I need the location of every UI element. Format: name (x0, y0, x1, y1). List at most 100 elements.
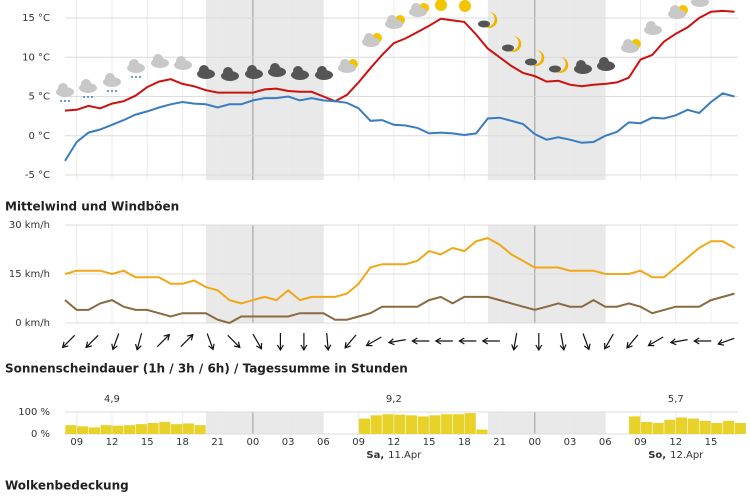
sunshine-bar (382, 414, 394, 434)
x-tick-label: 03 (564, 437, 577, 448)
arrow-shaft (206, 333, 214, 349)
arrow-head (387, 338, 395, 346)
icon-cloud (317, 66, 327, 76)
sunshine-bar (112, 425, 124, 434)
series-line (64, 292, 735, 325)
icon-sun (435, 0, 447, 11)
x-tick-label: 12 (669, 437, 682, 448)
sunshine-bar (405, 415, 418, 434)
section-title: Mittelwind und Windböen (5, 200, 179, 214)
sunshine-bar (676, 417, 688, 434)
wind-arrow (458, 337, 477, 345)
arrow-head (276, 344, 284, 352)
arrow-shaft (326, 332, 329, 350)
wind-arrow (481, 337, 500, 345)
section-title: Wolkenbedeckung (5, 479, 129, 493)
section-title: Sonnenscheindauer (1h / 3h / 6h) / Tages… (5, 362, 408, 376)
sunshine-bar (77, 426, 89, 434)
icon-moon (508, 36, 522, 52)
night-band (205, 412, 324, 434)
x-tick-label: 12 (387, 437, 400, 448)
icon-rain (107, 90, 117, 92)
arrow-shaft (112, 333, 120, 349)
arrow-shaft (156, 334, 170, 348)
sunshine-bar (664, 419, 676, 434)
sunshine-bar (100, 425, 112, 434)
icon-moon (484, 12, 498, 28)
arrow-shaft (367, 336, 382, 346)
arrow-head (208, 343, 215, 351)
arrow-head (134, 343, 142, 351)
arrow-shaft (62, 334, 76, 348)
sunshine-bar (370, 415, 382, 434)
arrow-shaft (252, 333, 262, 349)
sunshine-bar (358, 418, 371, 434)
sunshine-bar (182, 423, 194, 434)
arrow-head (256, 342, 263, 350)
day-date: 12.Apr (670, 450, 704, 461)
x-tick-label: 00 (528, 437, 541, 448)
sunshine-bar (441, 414, 453, 434)
icon-cloud (646, 21, 656, 31)
y-tick-label: 0 % (31, 429, 50, 440)
day-name: So, (648, 450, 666, 461)
series-line (64, 92, 735, 162)
icon-cloud (599, 57, 609, 67)
x-tick-label: 09 (352, 437, 365, 448)
x-tick-label: 21 (211, 437, 224, 448)
wind-arrow (669, 338, 688, 346)
sunshine-bar (452, 414, 465, 434)
wind-arrow (535, 333, 543, 352)
arrow-shaft (389, 339, 406, 343)
arrow-head (111, 343, 118, 351)
x-tick-label: 09 (70, 437, 83, 448)
sunshine-bar (687, 418, 699, 434)
icon-cloud (693, 0, 703, 3)
wind-arrow (227, 334, 241, 349)
icon-cloud (293, 66, 303, 76)
icon-cloud (340, 59, 350, 69)
icon-cloud (670, 5, 680, 15)
arrow-head (604, 342, 611, 350)
sunshine-bar (464, 413, 476, 434)
icon-cloud (411, 3, 421, 13)
icon-moon (531, 50, 545, 66)
arrow-shaft (136, 333, 143, 349)
wind-arrow (111, 333, 120, 351)
y-tick-label: 0 °C (28, 131, 50, 142)
day-label: Sa, 11.Apr (366, 450, 422, 461)
day-total: 4,9 (104, 394, 120, 405)
wind-arrow (604, 333, 614, 350)
icon-cloud (58, 83, 68, 93)
y-tick-label: 5 °C (28, 92, 50, 103)
arrow-shaft (582, 333, 590, 349)
sunshine-bar (711, 423, 723, 434)
arrow-shaft (560, 333, 565, 349)
icon-cloud (576, 60, 586, 70)
arrow-head (365, 340, 373, 347)
y-tick-label: 10 °C (22, 52, 50, 63)
sunshine-bar (65, 425, 77, 434)
series-line (64, 9, 735, 112)
wind-arrow (85, 334, 99, 349)
arrow-head (535, 344, 543, 352)
icon-cloud (153, 54, 163, 64)
arrow-head (559, 344, 567, 352)
wind-arrow (647, 336, 664, 347)
sunshine-bar (640, 421, 652, 434)
wind-arrow (300, 333, 308, 352)
wind-arrow (511, 333, 519, 352)
wind-arrow (365, 336, 382, 347)
arrow-shaft (627, 334, 639, 348)
arrow-head (693, 337, 700, 345)
arrow-head (187, 333, 194, 341)
x-tick-label: 06 (317, 437, 330, 448)
arrow-head (458, 337, 465, 345)
sunshine-bar (135, 424, 147, 434)
sunshine-bar (194, 425, 206, 434)
arrow-head (85, 341, 92, 349)
x-tick-label: 03 (282, 437, 295, 448)
arrow-head (324, 344, 332, 352)
